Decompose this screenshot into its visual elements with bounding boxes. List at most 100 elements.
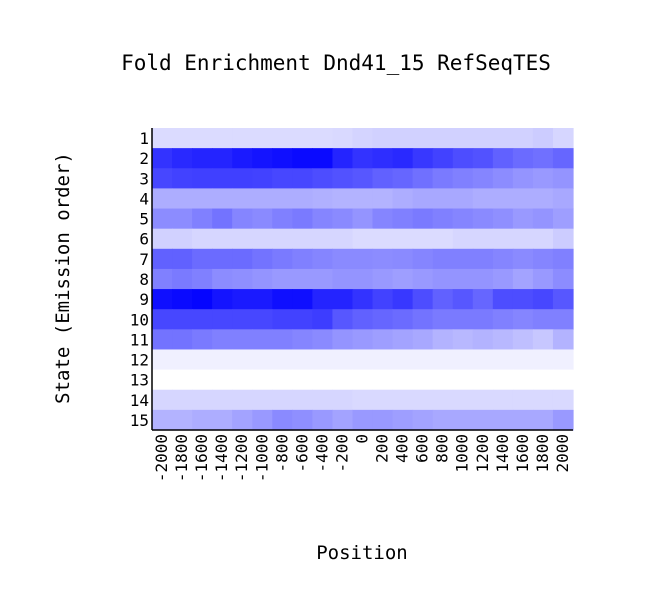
x-tick-label: -1800: [172, 434, 191, 482]
heatmap-cell: [412, 208, 434, 230]
heatmap-cell: [272, 188, 293, 210]
x-tick-label: 2000: [553, 434, 572, 473]
heatmap-cell: [492, 148, 514, 169]
heatmap-cell: [352, 128, 374, 149]
heatmap-cell: [512, 268, 534, 290]
heatmap-cell: [292, 248, 313, 270]
heatmap-cell: [212, 349, 233, 371]
heatmap-cell: [372, 228, 394, 250]
chart-title: Fold Enrichment Dnd41_15 RefSeqTES: [121, 51, 551, 75]
heatmap-cell: [472, 289, 494, 310]
heatmap-cell: [532, 248, 554, 270]
x-tick-label: 1400: [493, 434, 512, 473]
heatmap-cell: [472, 349, 494, 371]
y-tick-label: 4: [139, 189, 149, 208]
x-tick-label: 0: [353, 434, 372, 444]
heatmap-cell: [552, 168, 574, 189]
heatmap-cell: [552, 389, 574, 411]
heatmap-cell: [192, 289, 213, 310]
heatmap-cell: [152, 369, 173, 391]
y-tick-label: 15: [130, 411, 149, 430]
heatmap-cell: [432, 168, 454, 189]
heatmap-cell: [312, 329, 334, 351]
x-tick-label: -1200: [232, 434, 251, 482]
heatmap-cell: [532, 228, 554, 250]
heatmap-cell: [172, 309, 193, 330]
heatmap-cell: [392, 409, 414, 431]
heatmap-cell: [312, 409, 334, 431]
heatmap-cell: [332, 349, 354, 371]
heatmap-cell: [172, 188, 193, 210]
heatmap-cell: [172, 369, 193, 391]
x-tick-label: 1000: [453, 434, 472, 473]
heatmap-cell: [192, 349, 213, 371]
heatmap-cell: [172, 389, 193, 411]
heatmap-cell: [312, 268, 334, 290]
heatmap-cell: [252, 349, 273, 371]
heatmap-cell: [272, 409, 293, 431]
heatmap-cell: [212, 309, 233, 330]
heatmap-cell: [292, 409, 313, 431]
heatmap-cell: [272, 309, 293, 330]
heatmap-cell: [432, 309, 454, 330]
heatmap-cell: [152, 349, 173, 371]
heatmap-cell: [552, 128, 574, 149]
x-tick-label: -1600: [192, 434, 211, 482]
heatmap-cell: [252, 188, 273, 210]
heatmap-cell: [352, 148, 374, 169]
heatmap-cell: [492, 168, 514, 189]
heatmap-cell: [192, 268, 213, 290]
heatmap-cell: [352, 208, 374, 230]
heatmap-cell: [232, 389, 253, 411]
heatmap-cell: [312, 168, 334, 189]
heatmap-cell: [292, 369, 313, 391]
heatmap-cell: [412, 148, 434, 169]
heatmap-cell: [312, 309, 334, 330]
heatmap-cell: [552, 409, 574, 431]
heatmap-cell: [312, 128, 334, 149]
heatmap-cell: [392, 148, 414, 169]
x-tick-labels: -2000 -1800 -1600 -1400 -1200 -1000 -800 -600 -4…: [152, 434, 572, 482]
heatmap-cell: [512, 168, 534, 189]
heatmap-cell: [492, 188, 514, 210]
heatmap-cell: [552, 309, 574, 330]
heatmap-cell: [452, 389, 474, 411]
heatmap-cell: [332, 248, 354, 270]
heatmap-cell: [192, 409, 213, 431]
heatmap-cell: [452, 289, 474, 310]
heatmap-cell: [432, 369, 454, 391]
y-tick-label: 11: [130, 330, 149, 349]
heatmap-cell: [552, 289, 574, 310]
heatmap-cell: [472, 228, 494, 250]
heatmap-cell: [272, 369, 293, 391]
heatmap-cell: [432, 208, 454, 230]
heatmap-cell: [172, 409, 193, 431]
heatmap-cell: [192, 248, 213, 270]
heatmap-cell: [392, 188, 414, 210]
heatmap-cell: [532, 188, 554, 210]
heatmap-cell: [312, 389, 334, 411]
heatmap-cell: [212, 248, 233, 270]
heatmap-cell: [212, 289, 233, 310]
heatmap-cell: [472, 389, 494, 411]
heatmap-cell: [472, 329, 494, 351]
heatmap-cell: [232, 349, 253, 371]
heatmap-cell: [352, 289, 374, 310]
heatmap-cell: [492, 289, 514, 310]
heatmap-cell: [272, 148, 293, 169]
y-axis-label: State (Emission order): [52, 152, 74, 404]
x-tick-label: -1000: [252, 434, 271, 482]
heatmap-cell: [452, 409, 474, 431]
x-tick-label: -1400: [212, 434, 231, 482]
heatmap-cell: [352, 268, 374, 290]
x-tick-label: -2000: [152, 434, 171, 482]
heatmap-cell: [512, 208, 534, 230]
heatmap-cell: [552, 228, 574, 250]
heatmap-cell: [492, 248, 514, 270]
heatmap-cell: [512, 409, 534, 431]
heatmap-cell: [332, 148, 354, 169]
heatmap-cell: [272, 208, 293, 230]
heatmap-cell: [352, 369, 374, 391]
heatmap-cell: [252, 409, 273, 431]
